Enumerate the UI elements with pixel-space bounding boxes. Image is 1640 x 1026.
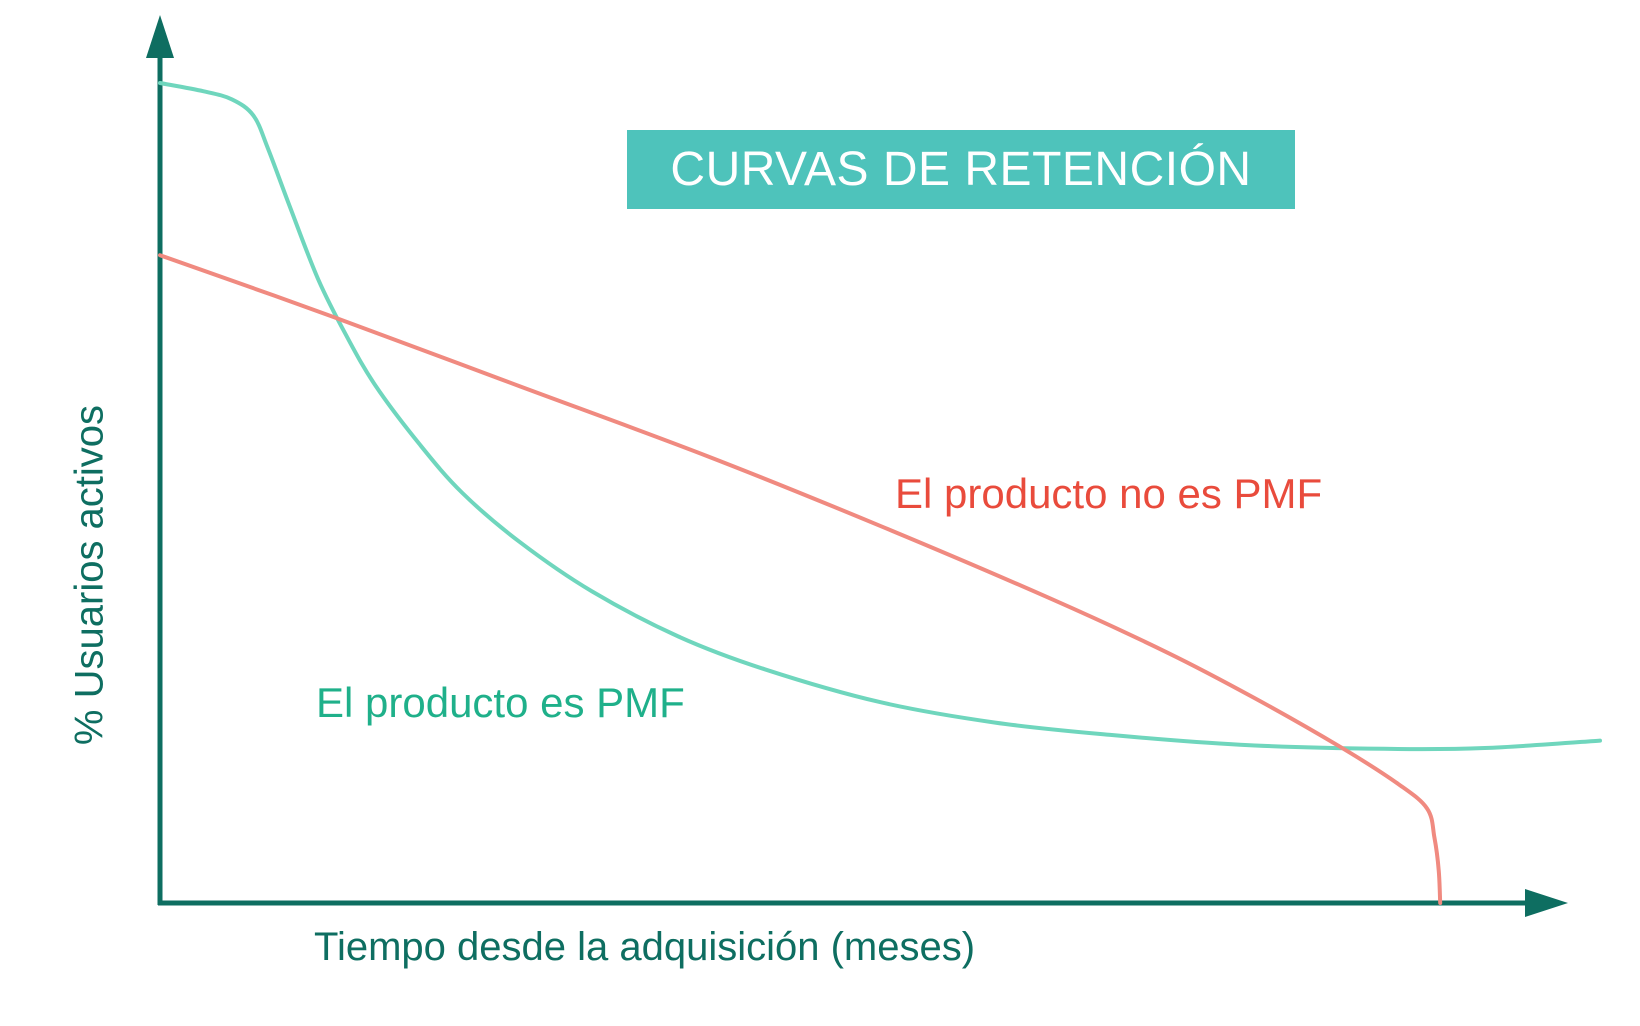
series-label-pmf: El producto es PMF — [316, 679, 685, 726]
x-axis-arrow — [1525, 889, 1568, 917]
chart-title: CURVAS DE RETENCIÓN — [627, 130, 1295, 209]
series-line-1 — [158, 253, 1443, 905]
series-line-0 — [158, 81, 1602, 752]
y-axis-arrow — [146, 15, 174, 58]
series-layer — [158, 81, 1602, 905]
chart-axes — [146, 15, 1568, 917]
series-label-no-pmf: El producto no es PMF — [895, 470, 1323, 517]
y-axis-label: % Usuarios activos — [67, 404, 112, 746]
x-axis-label: Tiempo desde la adquisición (meses) — [314, 925, 976, 969]
